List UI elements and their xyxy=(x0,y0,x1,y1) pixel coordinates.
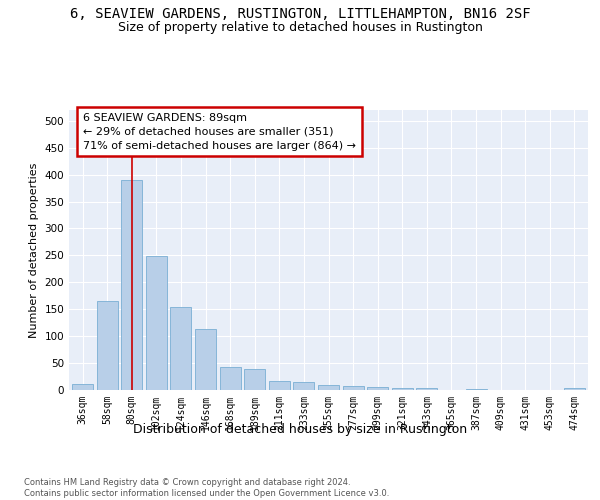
Bar xyxy=(121,180,142,390)
Text: Size of property relative to detached houses in Rustington: Size of property relative to detached ho… xyxy=(118,22,482,35)
Bar xyxy=(293,382,314,390)
Bar xyxy=(343,386,364,390)
Text: Distribution of detached houses by size in Rustington: Distribution of detached houses by size … xyxy=(133,422,467,436)
Bar xyxy=(72,384,93,390)
Y-axis label: Number of detached properties: Number of detached properties xyxy=(29,162,39,338)
Bar xyxy=(269,381,290,390)
Bar xyxy=(416,388,437,390)
Bar xyxy=(392,388,413,390)
Bar xyxy=(244,369,265,390)
Bar xyxy=(146,256,167,390)
Bar xyxy=(466,389,487,390)
Text: Contains HM Land Registry data © Crown copyright and database right 2024.
Contai: Contains HM Land Registry data © Crown c… xyxy=(24,478,389,498)
Bar xyxy=(170,306,191,390)
Bar xyxy=(97,300,118,390)
Bar xyxy=(564,388,585,390)
Text: 6, SEAVIEW GARDENS, RUSTINGTON, LITTLEHAMPTON, BN16 2SF: 6, SEAVIEW GARDENS, RUSTINGTON, LITTLEHA… xyxy=(70,8,530,22)
Text: 6 SEAVIEW GARDENS: 89sqm
← 29% of detached houses are smaller (351)
71% of semi-: 6 SEAVIEW GARDENS: 89sqm ← 29% of detach… xyxy=(83,112,356,150)
Bar xyxy=(220,368,241,390)
Bar xyxy=(195,329,216,390)
Bar xyxy=(318,385,339,390)
Bar xyxy=(367,388,388,390)
